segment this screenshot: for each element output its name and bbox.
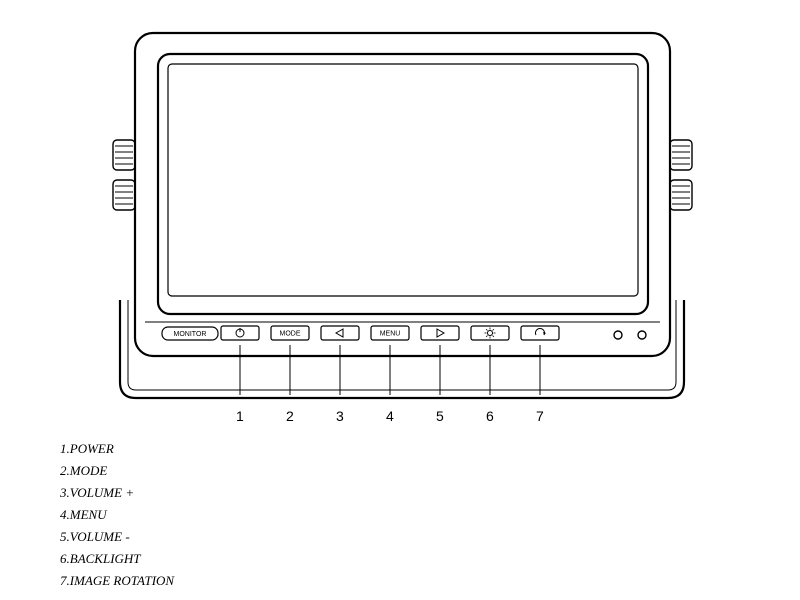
monitor-diagram-svg: MONITOR MODE MENU bbox=[0, 0, 800, 440]
callout-number: 6 bbox=[486, 408, 494, 424]
svg-text:MENU: MENU bbox=[380, 331, 401, 338]
callout-number: 2 bbox=[286, 408, 294, 424]
legend-item: 1.POWER bbox=[60, 438, 174, 460]
legend-item: 7.IMAGE ROTATION bbox=[60, 570, 174, 592]
callout-number: 1 bbox=[236, 408, 244, 424]
callout-number: 7 bbox=[536, 408, 544, 424]
legend-list: 1.POWER 2.MODE 3.VOLUME + 4.MENU 5.VOLUM… bbox=[60, 438, 174, 592]
legend-item: 2.MODE bbox=[60, 460, 174, 482]
legend-item: 3.VOLUME + bbox=[60, 482, 174, 504]
svg-text:MODE: MODE bbox=[280, 331, 301, 338]
legend-item: 6.BACKLIGHT bbox=[60, 548, 174, 570]
legend-item: 4.MENU bbox=[60, 504, 174, 526]
callout-number: 3 bbox=[336, 408, 344, 424]
diagram-stage: MONITOR MODE MENU 1 2 3 4 5 6 7 1.POWER 2.MODE 3… bbox=[0, 0, 800, 600]
callout-number: 5 bbox=[436, 408, 444, 424]
legend-item: 5.VOLUME - bbox=[60, 526, 174, 548]
callout-number: 4 bbox=[386, 408, 394, 424]
svg-text:MONITOR: MONITOR bbox=[174, 331, 207, 338]
